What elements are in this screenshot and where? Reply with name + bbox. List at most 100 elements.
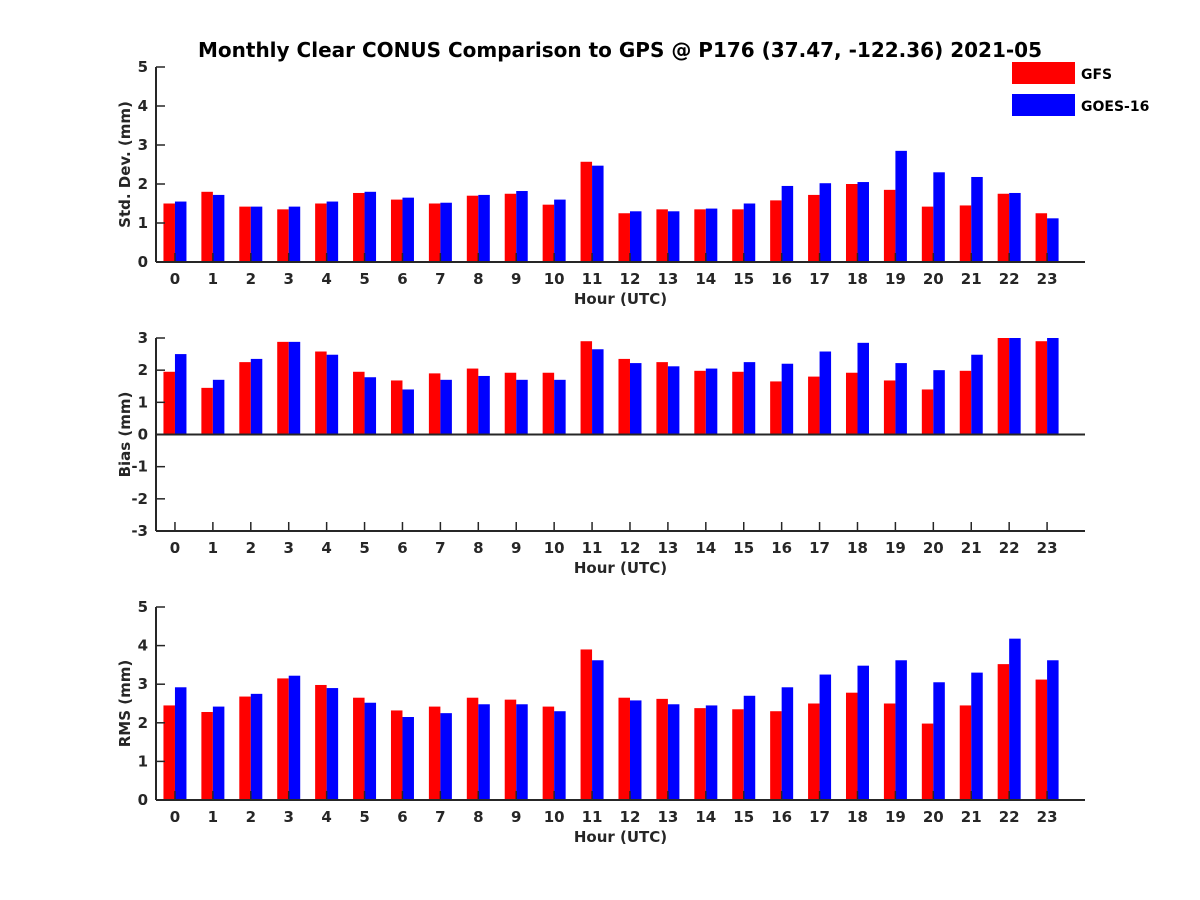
bar-goes-16-hour-8 bbox=[478, 194, 490, 262]
x-tick-label: 16 bbox=[771, 270, 792, 288]
bar-goes-16-hour-3 bbox=[288, 341, 301, 435]
bar-gfs-hour-21 bbox=[959, 370, 972, 435]
x-tick-label: 10 bbox=[544, 539, 565, 557]
bar-gfs-hour-7 bbox=[428, 203, 441, 262]
x-tick-label: 20 bbox=[923, 270, 944, 288]
x-tick-label: 13 bbox=[657, 539, 678, 557]
bar-goes-16-hour-15 bbox=[743, 203, 756, 262]
bar-goes-16-hour-12 bbox=[629, 211, 642, 262]
x-tick-label: 7 bbox=[435, 808, 445, 826]
y-tick-label: 3 bbox=[138, 675, 148, 693]
bar-gfs-hour-21 bbox=[959, 205, 972, 262]
bar-goes-16-hour-22 bbox=[1009, 192, 1021, 262]
x-tick-label: 6 bbox=[397, 539, 407, 557]
y-tick-label: -2 bbox=[131, 490, 148, 508]
x-axis-label: Hour (UTC) bbox=[574, 828, 667, 846]
x-tick-label: 4 bbox=[321, 808, 331, 826]
x-tick-label: 2 bbox=[246, 808, 256, 826]
legend-label-gfs: GFS bbox=[1081, 67, 1112, 83]
x-tick-label: 5 bbox=[359, 539, 369, 557]
x-tick-label: 15 bbox=[733, 270, 754, 288]
x-tick-label: 20 bbox=[923, 808, 944, 826]
y-tick-label: 1 bbox=[138, 214, 148, 232]
y-tick-label: -1 bbox=[131, 458, 148, 476]
x-tick-label: 8 bbox=[473, 539, 483, 557]
x-axis-label: Hour (UTC) bbox=[574, 559, 667, 577]
x-tick-label: 22 bbox=[999, 808, 1020, 826]
bar-goes-16-hour-14 bbox=[705, 208, 718, 262]
bar-gfs-hour-15 bbox=[732, 371, 744, 435]
bar-goes-16-hour-13 bbox=[667, 366, 680, 435]
bar-gfs-hour-13 bbox=[656, 698, 668, 800]
y-tick-label: 1 bbox=[138, 752, 148, 770]
bar-gfs-hour-14 bbox=[694, 708, 706, 800]
bar-goes-16-hour-1 bbox=[212, 379, 225, 435]
bar-gfs-hour-18 bbox=[845, 372, 858, 435]
bar-goes-16-hour-18 bbox=[857, 342, 869, 435]
bar-gfs-hour-17 bbox=[808, 376, 820, 435]
x-tick-label: 21 bbox=[961, 808, 982, 826]
bar-goes-16-hour-14 bbox=[705, 705, 718, 800]
bar-goes-16-hour-12 bbox=[629, 700, 642, 800]
x-tick-label: 14 bbox=[695, 539, 716, 557]
bar-gfs-hour-18 bbox=[845, 692, 858, 800]
x-tick-label: 8 bbox=[473, 808, 483, 826]
x-tick-label: 14 bbox=[695, 808, 716, 826]
bar-goes-16-hour-16 bbox=[781, 185, 794, 262]
bar-goes-16-hour-20 bbox=[933, 370, 945, 435]
x-tick-label: 4 bbox=[321, 270, 331, 288]
bar-goes-16-hour-16 bbox=[781, 687, 794, 800]
x-tick-label: 23 bbox=[1037, 808, 1058, 826]
y-tick-label: 0 bbox=[138, 791, 148, 809]
x-tick-label: 13 bbox=[657, 808, 678, 826]
bar-gfs-hour-6 bbox=[390, 380, 403, 435]
x-tick-label: 11 bbox=[582, 539, 603, 557]
y-tick-label: 1 bbox=[138, 393, 148, 411]
bar-gfs-hour-20 bbox=[921, 389, 934, 435]
bar-goes-16-hour-18 bbox=[857, 665, 869, 800]
bar-goes-16-hour-10 bbox=[554, 199, 566, 262]
y-tick-label: 5 bbox=[138, 598, 148, 616]
x-tick-label: 19 bbox=[885, 808, 906, 826]
x-tick-label: 3 bbox=[283, 270, 293, 288]
bar-goes-16-hour-1 bbox=[212, 706, 225, 800]
x-tick-label: 22 bbox=[999, 539, 1020, 557]
bar-goes-16-hour-6 bbox=[402, 197, 414, 262]
y-tick-label: 3 bbox=[138, 329, 148, 347]
bar-goes-16-hour-21 bbox=[971, 354, 983, 435]
bar-gfs-hour-9 bbox=[504, 699, 517, 800]
x-tick-label: 18 bbox=[847, 808, 868, 826]
legend-label-goes-16: GOES-16 bbox=[1081, 99, 1149, 115]
x-tick-label: 11 bbox=[582, 808, 603, 826]
bar-gfs-hour-19 bbox=[883, 380, 896, 435]
x-tick-label: 14 bbox=[695, 270, 716, 288]
bar-gfs-hour-12 bbox=[618, 358, 630, 435]
bar-gfs-hour-6 bbox=[390, 710, 403, 800]
x-tick-label: 15 bbox=[733, 539, 754, 557]
y-tick-label: -3 bbox=[131, 522, 148, 540]
bar-gfs-hour-14 bbox=[694, 370, 706, 435]
x-tick-label: 3 bbox=[283, 539, 293, 557]
y-tick-label: 0 bbox=[138, 426, 148, 444]
x-tick-label: 8 bbox=[473, 270, 483, 288]
x-tick-label: 15 bbox=[733, 808, 754, 826]
y-tick-label: 2 bbox=[138, 175, 148, 193]
bar-gfs-hour-7 bbox=[428, 706, 441, 800]
bar-gfs-hour-23 bbox=[1035, 213, 1048, 262]
bar-goes-16-hour-17 bbox=[819, 674, 832, 800]
x-tick-label: 10 bbox=[544, 270, 565, 288]
bar-gfs-hour-16 bbox=[770, 711, 782, 800]
x-tick-label: 0 bbox=[170, 270, 180, 288]
bar-gfs-hour-13 bbox=[656, 362, 668, 435]
bar-goes-16-hour-9 bbox=[516, 191, 528, 262]
bar-goes-16-hour-3 bbox=[288, 675, 301, 800]
bar-goes-16-hour-15 bbox=[743, 695, 756, 800]
bar-goes-16-hour-2 bbox=[250, 693, 263, 800]
bar-gfs-hour-15 bbox=[732, 709, 744, 800]
bar-gfs-hour-4 bbox=[315, 351, 327, 435]
y-tick-label: 2 bbox=[138, 714, 148, 732]
bar-gfs-hour-5 bbox=[353, 192, 365, 262]
y-axis-label: RMS (mm) bbox=[116, 660, 134, 747]
